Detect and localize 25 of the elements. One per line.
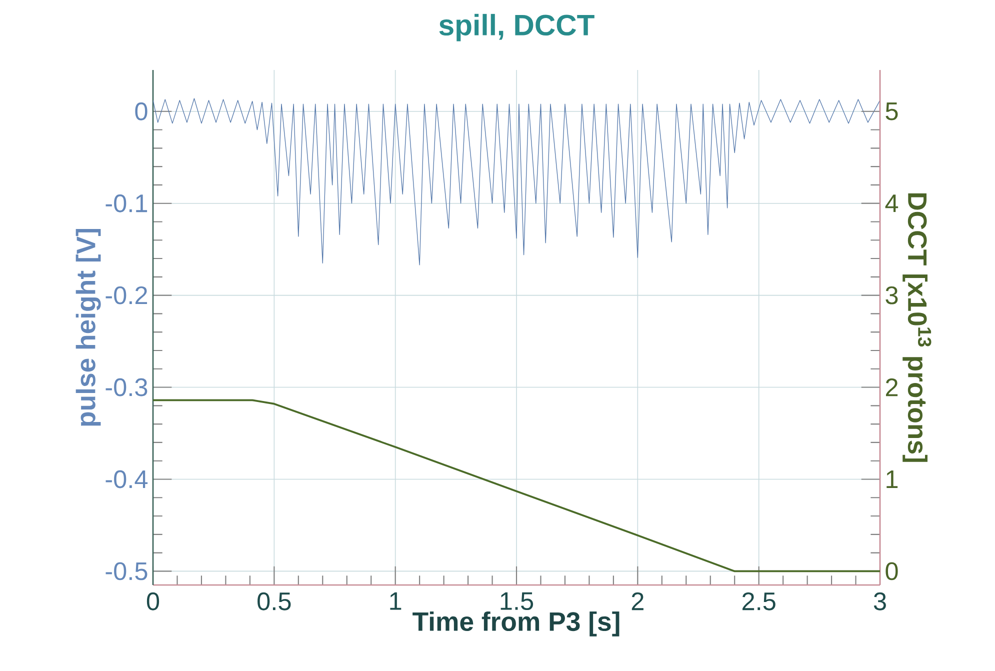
y2-tick-label: 2 [886,378,898,396]
x-axis-title: Time from P3 [s] [412,611,620,636]
x-tick-label: 1.5 [500,592,534,610]
y-tick-label: -0.2 [106,286,148,304]
x-tick-label: 2 [632,592,644,610]
x-tick-label: 3 [874,592,886,610]
y2-tick-label: 0 [886,562,898,580]
y-tick-label: -0.1 [106,194,148,212]
y-axis-title: pulse height [V] [76,229,101,426]
chart-title: spill, DCCT [439,14,594,42]
x-tick-label: 0 [146,592,160,610]
y2-tick-label: 5 [886,102,898,120]
y2-tick-label: 1 [886,470,898,488]
line-series [153,399,880,572]
y2-tick-label: 3 [886,286,898,304]
x-tick-label: 0.5 [258,592,291,610]
y-tick-label: -0.3 [106,378,148,396]
x-tick-label: 1 [390,592,402,610]
line-series [153,98,880,266]
y-tick-label: 0 [135,102,148,120]
x-tick-label: 2.5 [742,592,776,610]
y-tick-label: -0.4 [106,470,148,488]
y2-tick-label: 4 [885,194,898,212]
y-tick-label: -0.5 [106,562,148,580]
y2-axis-title: DCCT [x10$^{13}$ protons] [902,193,932,462]
